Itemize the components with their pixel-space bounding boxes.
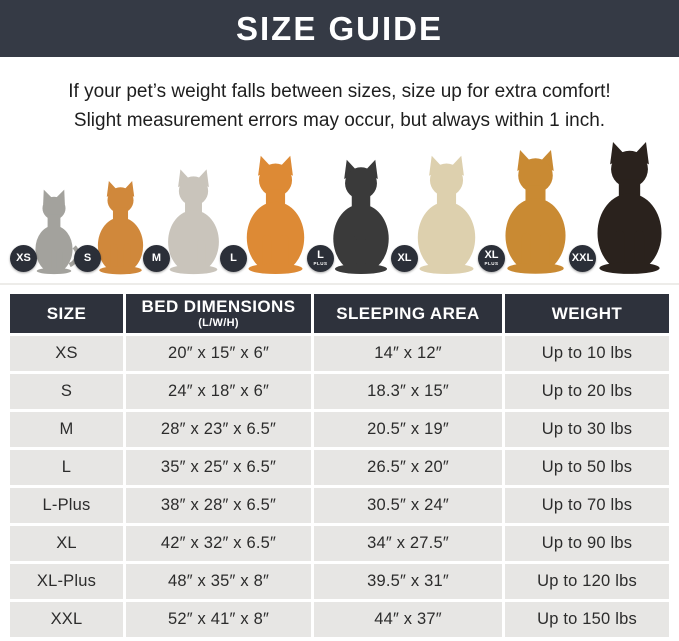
intro-line-2: Slight measurement errors may occur, but… (73, 109, 606, 131)
cell-weight: Up to 30 lbs (505, 412, 669, 447)
cell-weight: Up to 120 lbs (505, 564, 669, 599)
cell-sleeping-area: 14″ x 12″ (314, 336, 502, 371)
cell-sleeping-area: 39.5″ x 31″ (314, 564, 502, 599)
table-row: XL-Plus 48″ x 35″ x 8″ 39.5″ x 31″ Up to… (10, 564, 669, 599)
cell-bed-dimensions: 35″ x 25″ x 6.5″ (126, 450, 311, 485)
cell-size: L (10, 450, 123, 485)
column-header-sleeping-area: SLEEPING AREA (314, 294, 502, 333)
cell-bed-dimensions: 24″ x 18″ x 6″ (126, 374, 311, 409)
cell-weight: Up to 10 lbs (505, 336, 669, 371)
pet-size-badge: M (143, 245, 170, 272)
cell-bed-dimensions: 52″ x 41″ x 8″ (126, 602, 311, 637)
pet-figure-xs: XS (10, 185, 86, 275)
cell-size: L-Plus (10, 488, 123, 523)
pet-figure-xxl: XXL (569, 139, 678, 275)
pet-size-badge: XL (391, 245, 418, 272)
cell-size: XXL (10, 602, 123, 637)
cell-bed-dimensions: 20″ x 15″ x 6″ (126, 336, 311, 371)
cell-sleeping-area: 20.5″ x 19″ (314, 412, 502, 447)
cell-weight: Up to 50 lbs (505, 450, 669, 485)
section-divider (0, 283, 679, 285)
pet-figure-l-plus: L PLUS (307, 157, 403, 275)
pet-size-badge: XL PLUS (478, 245, 505, 272)
intro-text: If your pet’s weight falls between sizes… (14, 78, 665, 135)
cell-bed-dimensions: 42″ x 32″ x 6.5″ (126, 526, 311, 561)
table-row: M 28″ x 23″ x 6.5″ 20.5″ x 19″ Up to 30 … (10, 412, 669, 447)
pet-size-badge: XXL (569, 245, 596, 272)
cell-size: S (10, 374, 123, 409)
pet-figure-xl-plus: XL PLUS (478, 147, 581, 275)
table-body: XS 20″ x 15″ x 6″ 14″ x 12″ Up to 10 lbs… (10, 336, 669, 637)
pet-size-badge: XS (10, 245, 37, 272)
table-row: S 24″ x 18″ x 6″ 18.3″ x 15″ Up to 20 lb… (10, 374, 669, 409)
page-title: SIZE GUIDE (235, 9, 444, 47)
cell-size: XS (10, 336, 123, 371)
cell-size: XL-Plus (10, 564, 123, 599)
pet-size-badge: S (74, 245, 101, 272)
pet-size-badge: L PLUS (307, 245, 334, 272)
column-header-size: SIZE (10, 294, 123, 333)
cell-weight: Up to 150 lbs (505, 602, 669, 637)
cell-bed-dimensions: 48″ x 35″ x 8″ (126, 564, 311, 599)
title-bar: SIZE GUIDE (0, 0, 679, 57)
table-row: XL 42″ x 32″ x 6.5″ 34″ x 27.5″ Up to 90… (10, 526, 669, 561)
cell-size: XL (10, 526, 123, 561)
cell-weight: Up to 90 lbs (505, 526, 669, 561)
table-row: XS 20″ x 15″ x 6″ 14″ x 12″ Up to 10 lbs (10, 336, 669, 371)
size-table: SIZE BED DIMENSIONS (L/W/H) SLEEPING ARE… (10, 294, 669, 637)
cell-weight: Up to 70 lbs (505, 488, 669, 523)
table-header-row: SIZE BED DIMENSIONS (L/W/H) SLEEPING ARE… (10, 294, 669, 333)
table-row: L-Plus 38″ x 28″ x 6.5″ 30.5″ x 24″ Up t… (10, 488, 669, 523)
table-row: XXL 52″ x 41″ x 8″ 44″ x 37″ Up to 150 l… (10, 602, 669, 637)
pet-figure-l: L (220, 153, 319, 275)
column-header-weight: WEIGHT (505, 294, 669, 333)
pet-figure-xl: XL (391, 153, 490, 275)
cell-sleeping-area: 34″ x 27.5″ (314, 526, 502, 561)
cell-weight: Up to 20 lbs (505, 374, 669, 409)
cell-bed-dimensions: 38″ x 28″ x 6.5″ (126, 488, 311, 523)
table-row: L 35″ x 25″ x 6.5″ 26.5″ x 20″ Up to 50 … (10, 450, 669, 485)
pet-figure-s: S (74, 179, 155, 275)
cell-size: M (10, 412, 123, 447)
pet-figure-m: M (143, 167, 232, 275)
cell-bed-dimensions: 28″ x 23″ x 6.5″ (126, 412, 311, 447)
column-header-bed-dimensions: BED DIMENSIONS (L/W/H) (126, 294, 311, 333)
intro-line-1: If your pet’s weight falls between sizes… (68, 81, 611, 102)
cell-sleeping-area: 26.5″ x 20″ (314, 450, 502, 485)
cell-sleeping-area: 44″ x 37″ (314, 602, 502, 637)
cell-sleeping-area: 30.5″ x 24″ (314, 488, 502, 523)
pets-row: XS S M L L PLUS XL (10, 137, 663, 275)
cell-sleeping-area: 18.3″ x 15″ (314, 374, 502, 409)
pet-size-badge: L (220, 245, 247, 272)
